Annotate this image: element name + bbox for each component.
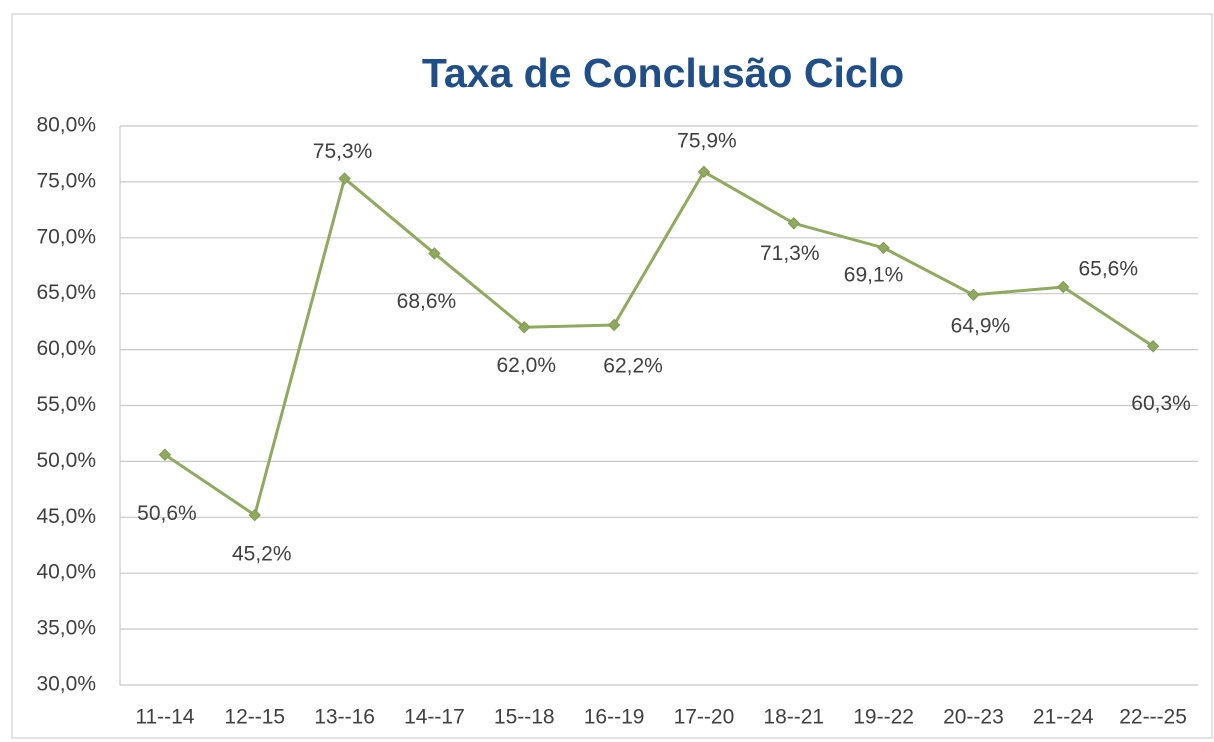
- data-point: [1057, 280, 1070, 294]
- y-tick-label: 55,0%: [36, 393, 96, 416]
- data-point: [158, 448, 172, 461]
- x-tick-label: 14--17: [404, 706, 465, 729]
- x-tick-label: 18--21: [763, 706, 824, 729]
- data-label: 65,6%: [1078, 258, 1138, 281]
- data-label: 69,1%: [844, 263, 904, 286]
- y-tick-label: 60,0%: [36, 337, 96, 360]
- data-label: 64,9%: [951, 314, 1011, 337]
- data-label: 62,0%: [496, 354, 556, 377]
- y-tick-label: 50,0%: [36, 449, 96, 472]
- data-label: 45,2%: [232, 543, 292, 566]
- data-point: [338, 172, 351, 185]
- y-tick-label: 65,0%: [36, 281, 96, 304]
- data-label: 75,3%: [313, 140, 373, 163]
- data-point: [787, 217, 800, 230]
- x-tick-label: 22---25: [1119, 706, 1187, 729]
- x-tick-label: 20--23: [943, 706, 1004, 729]
- data-point: [967, 288, 980, 302]
- y-tick-label: 70,0%: [36, 225, 96, 248]
- data-point: [697, 165, 711, 179]
- x-tick-label: 19--22: [853, 706, 914, 729]
- data-label: 62,2%: [603, 355, 663, 378]
- y-tick-label: 80,0%: [36, 114, 96, 137]
- y-tick-label: 45,0%: [36, 505, 96, 528]
- y-tick-label: 40,0%: [36, 561, 96, 584]
- y-tick-label: 75,0%: [36, 169, 96, 192]
- y-tick-label: 30,0%: [36, 673, 96, 696]
- data-point: [877, 241, 890, 255]
- chart-title: Taxa de Conclusão Ciclo: [422, 50, 904, 96]
- data-point: [428, 247, 441, 260]
- data-label: 71,3%: [760, 242, 820, 265]
- data-point: [248, 508, 261, 522]
- x-tick-label: 21--24: [1033, 706, 1094, 729]
- y-tick-label: 35,0%: [36, 617, 96, 640]
- data-point: [518, 321, 531, 334]
- chart-frame: [11, 13, 1213, 739]
- data-point: [607, 318, 621, 332]
- x-tick-label: 15--18: [494, 706, 555, 729]
- x-tick-label: 12--15: [224, 706, 285, 729]
- x-tick-label: 17--20: [674, 706, 735, 729]
- data-label: 60,3%: [1131, 392, 1191, 415]
- x-tick-label: 16--19: [584, 706, 645, 729]
- series-line: [164, 169, 1154, 518]
- x-tick-label: 13--16: [314, 706, 375, 729]
- data-point: [1146, 340, 1160, 353]
- data-label: 68,6%: [397, 290, 457, 313]
- data-label: 75,9%: [677, 129, 737, 152]
- data-label: 50,6%: [137, 502, 197, 525]
- x-tick-label: 11--14: [135, 706, 194, 729]
